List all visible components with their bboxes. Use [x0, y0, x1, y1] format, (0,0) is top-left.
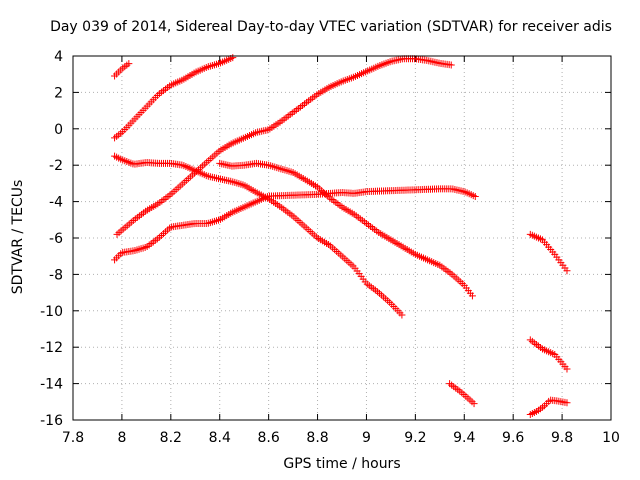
data-point: [471, 193, 479, 201]
y-tick-label: -8: [49, 267, 63, 283]
x-tick-label: 8.2: [160, 430, 182, 446]
x-axis-label: GPS time / hours: [283, 456, 401, 472]
data-point: [563, 365, 571, 373]
y-tick-label: -14: [40, 377, 63, 393]
series-track-3: [113, 55, 455, 238]
y-tick-label: -10: [40, 304, 63, 320]
plot-border: [72, 55, 612, 421]
data-point: [468, 292, 476, 300]
series-track-2: [111, 54, 237, 142]
data-point: [398, 311, 406, 319]
y-tick-label: 2: [54, 85, 63, 101]
series-track-8: [526, 230, 571, 275]
series-track-5: [216, 159, 476, 300]
x-tick-label: 8.6: [258, 430, 280, 446]
y-axis-label: SDTVAR / TECUs: [10, 179, 26, 295]
series-track-6: [111, 185, 479, 264]
series-track-7: [446, 380, 478, 408]
data-point: [447, 61, 455, 69]
x-tick-label: 10: [602, 430, 620, 446]
data-point: [229, 54, 237, 62]
data-point: [125, 60, 133, 68]
x-tick-label: 7.8: [62, 430, 84, 446]
x-tick-label: 9.6: [502, 430, 524, 446]
y-tick-label: -16: [40, 413, 63, 429]
x-tick-label: 8.4: [209, 430, 231, 446]
series-track-9: [526, 336, 571, 373]
x-tick-label: 9.2: [404, 430, 426, 446]
y-tick-label: -2: [49, 158, 63, 174]
grid-lines: [73, 56, 611, 420]
x-tick-label: 9.8: [551, 430, 573, 446]
x-tick-label: 8.8: [306, 430, 328, 446]
data-points: [111, 54, 571, 419]
x-tick-label: 9: [362, 430, 371, 446]
x-tick-label: 9.4: [453, 430, 475, 446]
y-tick-label: 4: [54, 49, 63, 65]
x-tick-label: 8: [117, 430, 126, 446]
series-track-4: [111, 152, 406, 319]
y-tick-label: -6: [49, 231, 63, 247]
data-point: [563, 399, 571, 407]
series-track-10: [526, 396, 571, 419]
chart-title: Day 039 of 2014, Sidereal Day-to-day VTE…: [50, 19, 612, 35]
axis-ticks: 7.8 8 8.2 8.4 8.6 8.8 9 9.2 9.4 9.6 9.8 10 -16 -14 -12…: [40, 49, 620, 446]
series-track-1: [111, 60, 133, 80]
y-tick-label: 0: [54, 122, 63, 138]
data-point: [470, 400, 478, 408]
data-point: [563, 267, 571, 275]
y-tick-label: -12: [40, 340, 63, 356]
y-tick-label: -4: [49, 195, 63, 211]
